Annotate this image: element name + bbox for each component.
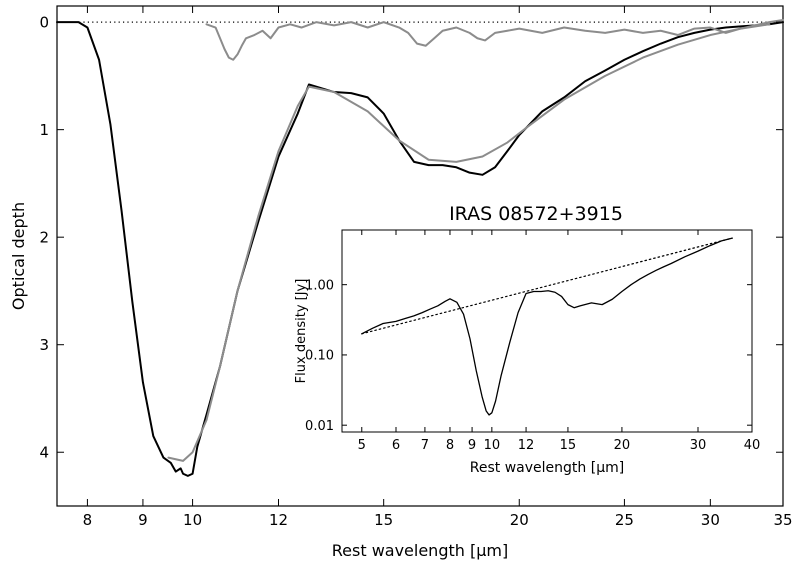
inset-y-tick-label: 0.10 (305, 349, 334, 364)
inset-chart: IRAS 08572+3915 5 6 7 8 9 10 12 15 20 30 40 0.010.… (294, 203, 760, 476)
inset-series-group (361, 237, 733, 416)
main-x-ticks: 8 9 10 12 15 20 25 30 35 (83, 6, 793, 529)
inset-background (342, 230, 752, 432)
main-y-tick-label: 2 (39, 229, 49, 247)
inset-x-tick-label: 40 (744, 438, 761, 453)
main-x-tick-label: 9 (138, 511, 148, 529)
inset-x-axis-label: Rest wavelength [μm] (470, 460, 624, 476)
main-series-group (56, 18, 784, 477)
inset-y-tick-label: 0.01 (305, 419, 334, 434)
main-x-tick-label: 10 (183, 511, 202, 529)
inset-x-tick-label: 7 (421, 438, 429, 453)
main-x-tick-label: 30 (701, 511, 720, 529)
inset-series-1-line (361, 237, 733, 335)
inset-y-tick-label: 1.00 (305, 278, 334, 293)
main-x-tick-label: 12 (269, 511, 288, 529)
main-x-axis-label: Rest wavelength [μm] (332, 541, 508, 560)
main-series-1-line (167, 23, 771, 462)
inset-title: IRAS 08572+3915 (449, 203, 623, 225)
main-y-axis-label: Optical depth (9, 202, 28, 310)
inset-y-ticks: 0.01 0.10 1.00 (305, 278, 752, 434)
main-x-tick-label: 25 (615, 511, 634, 529)
main-y-tick-label: 0 (39, 14, 49, 32)
main-x-tick-label: 8 (83, 511, 93, 529)
inset-x-tick-label: 9 (468, 438, 476, 453)
inset-y-axis-label: Flux density [Jy] (294, 279, 309, 384)
inset-x-ticks: 5 6 7 8 9 10 12 15 20 30 40 (358, 230, 761, 453)
main-y-tick-label: 4 (39, 444, 49, 462)
inset-x-tick-label: 6 (392, 438, 400, 453)
inset-x-tick-label: 5 (358, 438, 366, 453)
main-plot-frame (56, 5, 784, 507)
main-y-tick-label: 3 (39, 336, 49, 354)
main-x-tick-label: 35 (773, 511, 792, 529)
main-series-0-line (56, 21, 784, 477)
main-series-2-line (205, 18, 784, 61)
main-y-tick-label: 1 (39, 121, 49, 139)
main-x-tick-label: 15 (374, 511, 393, 529)
inset-plot-frame (341, 229, 753, 433)
inset-x-tick-label: 20 (614, 438, 631, 453)
inset-x-tick-label: 12 (518, 438, 535, 453)
inset-series-0-line (361, 237, 733, 416)
inset-x-tick-label: 8 (446, 438, 454, 453)
inset-x-tick-label: 30 (690, 438, 707, 453)
inset-x-tick-label: 10 (484, 438, 501, 453)
inset-x-tick-label: 15 (560, 438, 577, 453)
main-x-tick-label: 20 (510, 511, 529, 529)
